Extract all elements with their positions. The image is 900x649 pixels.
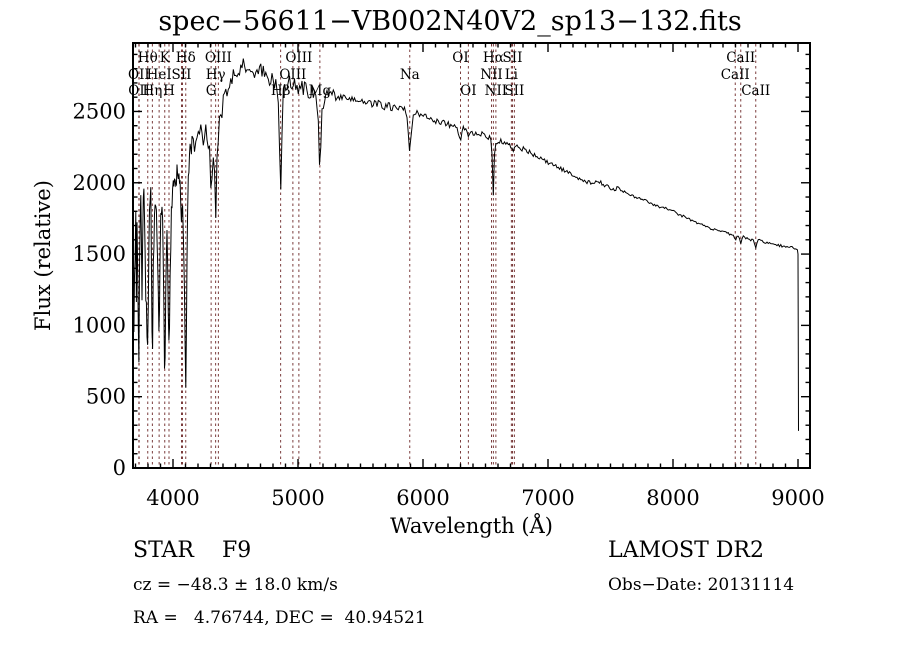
spectral-line-label: HeI <box>147 67 172 83</box>
plot-frame <box>132 42 811 469</box>
spectral-line-label: SII <box>503 50 523 66</box>
y-tick-label: 2500 <box>73 99 126 123</box>
object-class-label: STAR F9 <box>133 538 252 563</box>
spectral-line-label: CaII <box>721 67 750 83</box>
y-tick-label: 1500 <box>73 242 126 266</box>
spectral-line-label: Li <box>505 67 519 83</box>
ra-dec-label: RA = 4.76744, DEC = 40.94521 <box>133 608 426 628</box>
spectral-line-label: OIII <box>285 50 312 66</box>
spectral-line-label: OIII <box>279 67 306 83</box>
x-tick-label: 7000 <box>521 486 574 510</box>
x-tick-label: 9000 <box>771 486 824 510</box>
spectral-line-label: H <box>163 83 175 99</box>
spectral-line-label: Hη <box>142 83 162 99</box>
spectral-line-label: NII <box>480 67 502 83</box>
obs-date-label: Obs−Date: 20131114 <box>608 575 795 595</box>
spectral-line-label: NII <box>485 83 507 99</box>
spectral-line-label: OI <box>452 50 468 66</box>
x-tick-label: 5000 <box>271 486 324 510</box>
spectral-line-label: Hα <box>483 50 504 66</box>
y-tick-label: 1000 <box>73 313 126 337</box>
plot-title: spec−56611−VB002N40V2_sp13−132.fits <box>158 6 742 37</box>
spectral-line-label: CaII <box>726 50 755 66</box>
spectral-line-label: OI <box>460 83 476 99</box>
spectral-line-label: SII <box>172 67 192 83</box>
x-tick-label: 4000 <box>146 486 199 510</box>
spectral-line-label: CaII <box>741 83 770 99</box>
spectral-line-label: Hδ <box>176 50 196 66</box>
spectral-line-label: Hθ <box>138 50 158 66</box>
spectral-line-label: G <box>206 83 217 99</box>
x-axis-title: Wavelength (Å) <box>390 513 553 538</box>
spectral-line-label: SII <box>504 83 524 99</box>
spectral-line-label: OIII <box>205 50 232 66</box>
y-tick-label: 2000 <box>73 171 126 195</box>
spectral-line-label: Na <box>400 67 420 83</box>
spectral-line-label: Hβ <box>271 83 291 99</box>
y-tick-label: 500 <box>86 385 126 409</box>
survey-release-label: LAMOST DR2 <box>608 538 764 563</box>
spectral-line-label: K <box>160 50 171 66</box>
spectral-line-label: Hγ <box>206 67 226 83</box>
y-axis-title: Flux (relative) <box>31 180 55 331</box>
y-tick-label: 0 <box>113 456 126 480</box>
spectrum-curve <box>132 58 799 431</box>
radial-velocity-label: cz = −48.3 ± 18.0 km/s <box>133 575 338 595</box>
x-tick-label: 6000 <box>396 486 449 510</box>
x-tick-label: 8000 <box>646 486 699 510</box>
